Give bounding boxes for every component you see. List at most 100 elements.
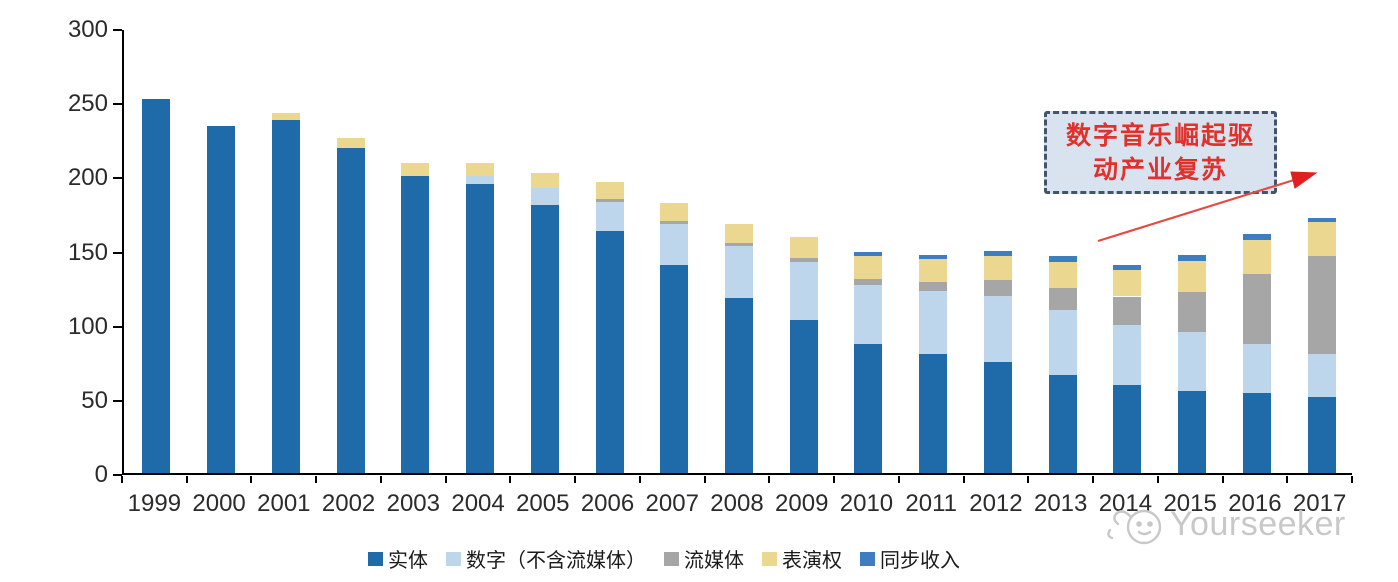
bar-segment	[1242, 274, 1271, 344]
bar-segment	[1113, 269, 1142, 297]
x-axis-tick	[1156, 476, 1159, 483]
bar-segment	[983, 296, 1012, 362]
bar-segment	[660, 220, 689, 224]
y-axis-label: 250	[67, 90, 108, 118]
bar-segment	[1178, 254, 1207, 261]
legend-label: 流媒体	[684, 550, 744, 572]
bar-segment	[983, 256, 1012, 281]
x-axis-tick	[1286, 476, 1289, 483]
x-axis-label: 2015	[1163, 490, 1217, 517]
bar-segment	[401, 176, 430, 473]
x-axis-tick	[1221, 476, 1224, 483]
bar-segment	[1178, 292, 1207, 333]
bar-segment	[271, 119, 300, 473]
bar-segment	[789, 257, 818, 263]
x-axis-label: 2005	[516, 490, 570, 517]
bar-segment	[854, 284, 883, 344]
x-axis-tick	[250, 476, 253, 483]
x-axis-label: 2012	[969, 490, 1023, 517]
x-axis-label: 2008	[710, 490, 764, 517]
bar-segment	[725, 243, 753, 247]
plot-area	[122, 30, 1352, 475]
legend-swatch-icon	[446, 551, 461, 566]
bar-segment	[595, 231, 624, 473]
y-axis-tick	[113, 251, 122, 254]
bar-segment	[1113, 324, 1142, 386]
y-axis-tick	[113, 103, 122, 106]
y-axis-tick	[113, 474, 122, 476]
legend-item: 数字（不含流媒体）	[446, 544, 646, 573]
bar-segment	[401, 163, 430, 177]
bar-segment	[530, 173, 559, 189]
bar-segment	[1048, 287, 1077, 310]
chart-legend: 实体 数字（不含流媒体） 流媒体 表演权 同步收入	[368, 544, 960, 573]
bar-segment	[1048, 256, 1077, 263]
bar-2004	[466, 28, 495, 473]
x-axis-tick	[703, 476, 706, 483]
x-axis-tick	[185, 476, 188, 483]
bar-2013	[1048, 28, 1077, 473]
x-axis-tick	[1092, 476, 1095, 483]
bar-segment	[919, 290, 948, 355]
x-axis-tick	[315, 476, 318, 483]
y-axis-label: 150	[67, 238, 108, 266]
bar-segment	[919, 259, 948, 282]
legend-item: 表演权	[762, 544, 842, 573]
bar-2005	[530, 28, 559, 473]
bar-2003	[401, 28, 430, 473]
bar-segment	[660, 203, 689, 221]
bar-2007	[660, 28, 689, 473]
bar-segment	[336, 137, 365, 149]
annotation-text-line2: 动产业复苏	[1092, 155, 1228, 184]
bar-2009	[789, 28, 818, 473]
bar-2011	[919, 28, 948, 473]
y-axis-tick	[113, 399, 122, 402]
bar-2012	[983, 28, 1012, 473]
x-axis-tick	[962, 476, 965, 483]
bar-segment	[595, 198, 624, 202]
bar-segment	[854, 252, 883, 257]
x-axis-label: 2010	[839, 490, 894, 517]
bar-segment	[530, 204, 559, 473]
bar-segment	[1307, 217, 1336, 223]
y-axis-label: 300	[67, 16, 108, 43]
bar-segment	[1048, 309, 1077, 376]
x-axis-label: 2011	[905, 490, 957, 517]
bar-segment	[854, 278, 883, 285]
bar-segment	[595, 201, 624, 232]
bar-2006	[595, 28, 624, 473]
bar-segment	[1307, 256, 1336, 355]
bar-segment	[466, 163, 495, 177]
bar-segment	[919, 254, 948, 260]
annotation-text-line1: 数字音乐崛起驱	[1065, 121, 1255, 150]
bar-segment	[854, 343, 883, 473]
bar-segment	[466, 183, 495, 473]
legend-label: 数字（不含流媒体）	[466, 550, 646, 572]
x-axis-label: 1999	[127, 490, 182, 517]
bar-segment	[1242, 343, 1271, 393]
bar-segment	[789, 262, 818, 321]
bar-segment	[271, 112, 300, 120]
bar-segment	[1178, 332, 1207, 392]
bar-2017	[1307, 28, 1336, 473]
y-axis-label: 200	[67, 164, 108, 192]
x-axis-tick	[509, 476, 512, 483]
bar-segment	[983, 361, 1012, 473]
legend-item: 流媒体	[664, 544, 744, 573]
x-axis-tick	[897, 476, 900, 483]
y-axis-tick	[113, 177, 122, 180]
legend-item: 实体	[368, 544, 428, 573]
bar-segment	[919, 281, 948, 291]
legend-item: 同步收入	[860, 544, 960, 573]
legend-swatch-icon	[860, 551, 875, 566]
bar-segment	[142, 99, 171, 473]
watermark-text: Yourseeker	[1170, 505, 1346, 543]
x-axis-tick	[121, 476, 123, 483]
bar-segment	[983, 250, 1012, 257]
bar-segment	[1113, 265, 1142, 270]
bar-2010	[854, 28, 883, 473]
x-axis-tick	[768, 476, 771, 483]
bar-segment	[1178, 260, 1207, 293]
x-axis-tick	[638, 476, 641, 483]
y-axis-tick	[113, 29, 122, 31]
